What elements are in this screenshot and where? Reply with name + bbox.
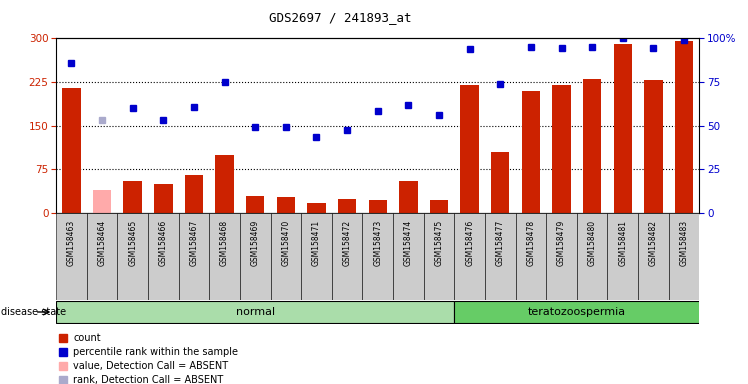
Bar (552, 85, 571, 213)
Bar (583, 79, 601, 213)
Bar (93, 190, 111, 213)
Text: teratozoospermia: teratozoospermia (528, 307, 626, 317)
Bar (521, 91, 540, 213)
Text: value, Detection Call = ABSENT: value, Detection Call = ABSENT (73, 361, 228, 371)
Bar (148, 213, 179, 300)
Bar (485, 213, 515, 300)
Bar (179, 213, 209, 300)
Text: GSM158470: GSM158470 (281, 220, 290, 266)
Bar (430, 200, 448, 213)
Bar (154, 184, 173, 213)
Bar (271, 213, 301, 300)
Text: GSM158473: GSM158473 (373, 220, 382, 266)
Bar (399, 181, 417, 213)
Bar (117, 213, 148, 300)
Bar (123, 181, 142, 213)
Text: GSM158472: GSM158472 (343, 220, 352, 266)
Bar (56, 213, 87, 300)
Text: disease state: disease state (1, 307, 66, 317)
Bar (393, 213, 423, 300)
Bar (363, 213, 393, 300)
Bar (454, 301, 714, 323)
Text: GSM158469: GSM158469 (251, 220, 260, 266)
Text: GSM158478: GSM158478 (527, 220, 536, 266)
Bar (215, 155, 234, 213)
Text: GSM158477: GSM158477 (496, 220, 505, 266)
Bar (307, 203, 325, 213)
Bar (669, 213, 699, 300)
Text: GSM158479: GSM158479 (557, 220, 566, 266)
Bar (491, 152, 509, 213)
Bar (56, 301, 454, 323)
Text: GSM158483: GSM158483 (680, 220, 689, 266)
Text: GSM158480: GSM158480 (588, 220, 597, 266)
Text: percentile rank within the sample: percentile rank within the sample (73, 347, 238, 357)
Text: GSM158476: GSM158476 (465, 220, 474, 266)
Bar (644, 80, 663, 213)
Text: GSM158482: GSM158482 (649, 220, 658, 266)
Text: GSM158474: GSM158474 (404, 220, 413, 266)
Bar (638, 213, 669, 300)
Text: GSM158475: GSM158475 (435, 220, 444, 266)
Bar (613, 44, 632, 213)
Text: GSM158465: GSM158465 (128, 220, 137, 266)
Text: GSM158466: GSM158466 (159, 220, 168, 266)
Bar (240, 213, 271, 300)
Bar (675, 41, 693, 213)
Text: GSM158463: GSM158463 (67, 220, 76, 266)
Bar (369, 200, 387, 213)
Bar (185, 175, 203, 213)
Bar (338, 199, 356, 213)
Text: GDS2697 / 241893_at: GDS2697 / 241893_at (269, 12, 411, 25)
Bar (461, 85, 479, 213)
Text: GSM158467: GSM158467 (189, 220, 198, 266)
Text: GSM158471: GSM158471 (312, 220, 321, 266)
Bar (62, 88, 81, 213)
Bar (546, 213, 577, 300)
Bar (277, 197, 295, 213)
Bar (332, 213, 363, 300)
Bar (87, 213, 117, 300)
Bar (454, 213, 485, 300)
Text: count: count (73, 333, 101, 343)
Bar (423, 213, 454, 300)
Bar (607, 213, 638, 300)
Bar (246, 196, 264, 213)
Bar (577, 213, 607, 300)
Text: rank, Detection Call = ABSENT: rank, Detection Call = ABSENT (73, 375, 224, 384)
Text: GSM158468: GSM158468 (220, 220, 229, 266)
Bar (301, 213, 332, 300)
Text: GSM158481: GSM158481 (619, 220, 628, 266)
Bar (515, 213, 546, 300)
Bar (209, 213, 240, 300)
Text: GSM158464: GSM158464 (97, 220, 106, 266)
Text: normal: normal (236, 307, 275, 317)
